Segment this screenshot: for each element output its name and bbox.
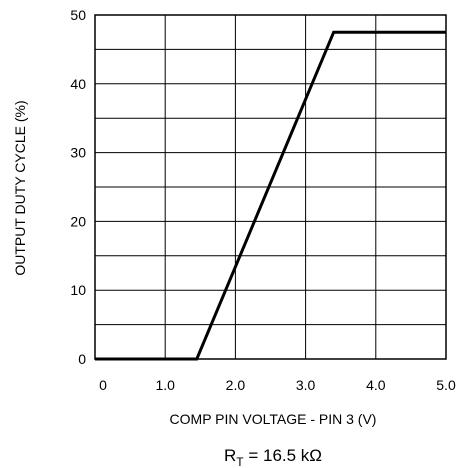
condition-prefix: R [224,446,236,465]
series-layer [95,30,446,361]
y-tick-label: 50 [70,7,86,23]
y-tick-label: 20 [70,213,86,229]
condition-text: = 16.5 kΩ [244,446,322,465]
x-tick-label: 0 [99,377,107,393]
y-tick-label: 40 [70,76,86,92]
grid [94,14,447,360]
duty-cycle-line [95,30,446,361]
y-axis-label: OUTPUT DUTY CYCLE (%) [12,100,28,275]
x-tick-labels: 0 1.0 2.0 3.0 4.0 5.0 [99,377,456,393]
x-axis-label: COMP PIN VOLTAGE - PIN 3 (V) [170,411,377,427]
y-tick-label: 10 [70,282,86,298]
plot-frame [94,14,447,360]
condition-label: RT = 16.5 kΩ [224,446,322,468]
condition-subscript: T [236,455,244,468]
y-tick-labels: 0 10 20 30 40 50 [70,7,86,367]
x-tick-label: 1.0 [155,377,175,393]
x-tick-label: 5.0 [436,377,456,393]
x-tick-label: 4.0 [366,377,386,393]
x-tick-label: 3.0 [296,377,316,393]
x-tick-label: 2.0 [226,377,246,393]
y-tick-label: 0 [78,351,86,367]
y-tick-label: 30 [70,145,86,161]
